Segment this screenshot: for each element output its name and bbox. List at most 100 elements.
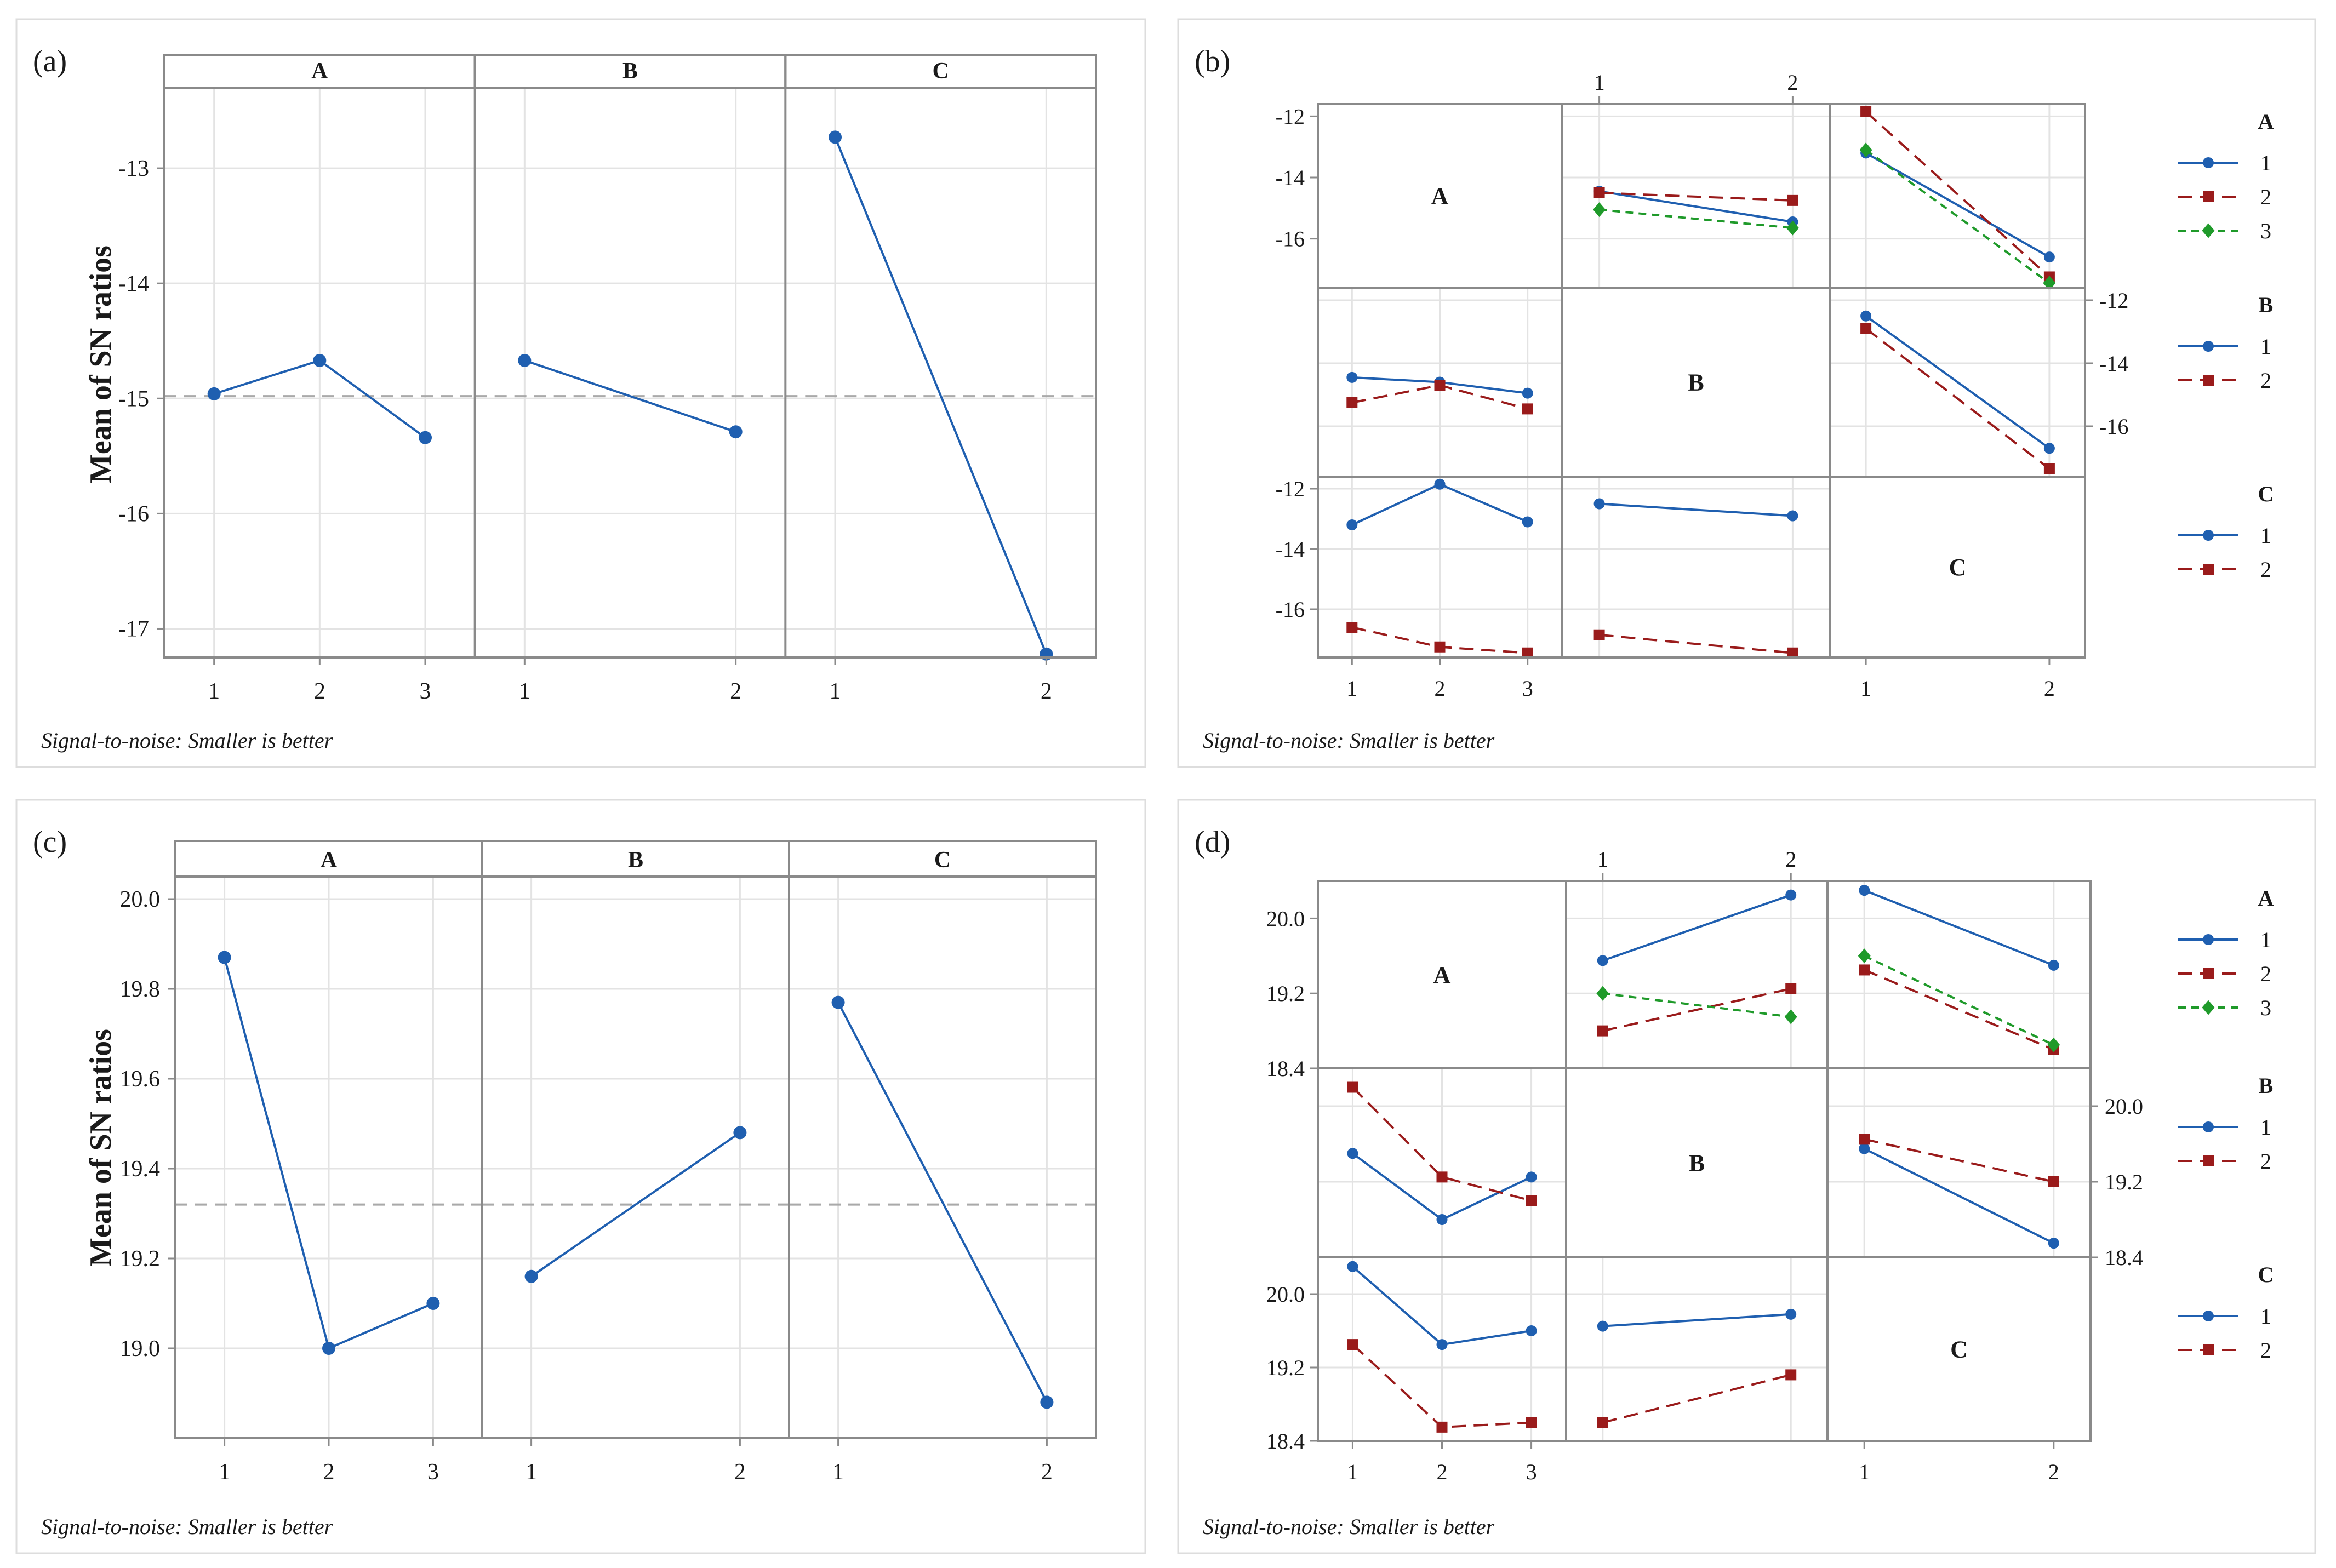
- data-point: [1597, 1417, 1608, 1428]
- legend-label: 1: [2260, 523, 2271, 548]
- data-point: [1596, 986, 1609, 1001]
- data-point: [1436, 1339, 1448, 1350]
- y-tick-label: 20.0: [120, 887, 161, 912]
- data-point: [733, 1126, 747, 1140]
- cell-B-B: B: [1565, 1067, 1829, 1258]
- data-point: [1526, 1195, 1537, 1206]
- x-tick-label-bottom: 3: [1522, 676, 1533, 701]
- facet-title: B: [622, 59, 638, 84]
- panel-b: (b) A B C 1 2 1 2 3 1 2 -12 -14 -16 -12 -14 -16 -12 -14 -16…: [1177, 18, 2316, 768]
- plot-frame: [174, 840, 1097, 1439]
- data-point: [2043, 463, 2055, 474]
- legend-marker: [2203, 934, 2214, 945]
- panel-border: [15, 18, 1146, 768]
- legend-title: A: [2258, 886, 2274, 911]
- x-tick-label-top: 1: [1597, 847, 1608, 872]
- legend-label: 3: [2260, 219, 2271, 243]
- data-point: [419, 431, 432, 444]
- data-point: [1436, 1214, 1448, 1225]
- data-point: [1347, 1148, 1358, 1159]
- cell-C-A: [1317, 1256, 1567, 1442]
- x-tick-label: 1: [519, 679, 530, 704]
- legend-label: 2: [2260, 368, 2271, 393]
- data-point: [1526, 1325, 1537, 1336]
- data-point: [1347, 1339, 1358, 1350]
- data-point: [1787, 510, 1798, 522]
- y-tick-label: 19.2: [120, 1246, 161, 1272]
- series-line-B-2: [1865, 328, 2051, 470]
- cell-frame: [1829, 476, 2086, 659]
- x-tick-label: 2: [734, 1460, 746, 1485]
- legend-label: 2: [2260, 185, 2271, 209]
- y-tick-label-left: -16: [1276, 597, 1305, 622]
- y-tick-label-left: 18.4: [1266, 1056, 1305, 1081]
- data-point: [1593, 187, 1605, 198]
- data-point: [1040, 1395, 1054, 1409]
- data-point: [1785, 1308, 1797, 1320]
- legend-marker: [2203, 191, 2214, 202]
- legend-B: B 1 2: [2178, 293, 2273, 393]
- main-effect-line: [834, 136, 1048, 655]
- legend-label: 1: [2260, 1304, 2271, 1329]
- facet-title: A: [321, 848, 338, 873]
- data-point: [518, 353, 532, 367]
- data-point: [524, 1269, 538, 1283]
- data-point: [1860, 106, 1872, 117]
- legend-marker: [2203, 968, 2214, 979]
- y-tick-label-right: -12: [2099, 288, 2128, 313]
- main-effect-line: [524, 359, 736, 433]
- legend-marker: [2203, 1344, 2214, 1355]
- data-point: [729, 425, 743, 439]
- data-point: [831, 995, 845, 1009]
- diagonal-factor-label: C: [1949, 554, 1967, 581]
- y-tick-label: -14: [118, 271, 149, 296]
- facet-title: A: [311, 59, 328, 84]
- data-point: [1859, 1143, 1870, 1154]
- legend-A: A 1 2 3: [2178, 109, 2274, 243]
- data-point: [1785, 1369, 1797, 1381]
- series-line-A-3: [1599, 208, 1793, 230]
- panel-label: (a): [33, 44, 67, 78]
- main-effect-line: [837, 1002, 1048, 1403]
- legend-label: 2: [2260, 557, 2271, 582]
- cell-frame: [1565, 880, 1829, 1069]
- data-point: [1434, 380, 1446, 391]
- series-line-A-1: [1865, 152, 2050, 258]
- cell-C-C: C: [1829, 476, 2086, 659]
- y-tick-label: -13: [118, 156, 149, 181]
- panel-a: (a) A 1 2 3 B 1 2 C 1 2 -13 -14 -15 -16 -17 Mean of SN r…: [15, 18, 1146, 768]
- y-tick-label: -15: [118, 386, 149, 411]
- x-tick-label-bottom: 2: [2048, 1460, 2059, 1484]
- legend-marker: [2203, 341, 2214, 352]
- data-point: [1434, 641, 1446, 653]
- y-tick-label-left: 19.2: [1266, 1355, 1305, 1380]
- legend-marker: [2203, 375, 2214, 386]
- series-line-A-3: [1865, 149, 2051, 284]
- data-point: [1787, 194, 1798, 206]
- legend-label: 1: [2260, 928, 2271, 952]
- data-point: [1346, 397, 1358, 408]
- y-tick-label-right: -16: [2099, 414, 2128, 439]
- legend-label: 1: [2260, 1115, 2271, 1140]
- legend-title: C: [2258, 1262, 2274, 1287]
- data-point: [1860, 323, 1872, 334]
- data-point: [1859, 964, 1870, 976]
- x-tick-label-bottom: 3: [1526, 1460, 1537, 1484]
- legend-label: 2: [2260, 1338, 2271, 1363]
- data-point: [2048, 1238, 2059, 1249]
- data-point: [2047, 1037, 2060, 1052]
- legend-marker: [2203, 1311, 2214, 1321]
- panel-border: [15, 799, 1146, 1554]
- cell-A-C: [1826, 880, 2092, 1069]
- legend-C: C 1 2: [2178, 482, 2274, 582]
- data-point: [1593, 629, 1605, 640]
- facet-title: C: [932, 59, 949, 84]
- panel-c: (c) A 1 2 3 B 1 2 C 1 2 20.0 19.8 19.6 19.4 19.2 19.0 Mea…: [15, 799, 1146, 1554]
- y-tick-label-left: 19.2: [1266, 981, 1305, 1006]
- x-tick-label: 2: [323, 1460, 335, 1485]
- x-tick-label-bottom: 2: [1435, 676, 1446, 701]
- series-line-B-1: [1864, 1147, 2054, 1244]
- data-point: [1436, 1171, 1448, 1183]
- facet-title: C: [934, 848, 951, 873]
- diagonal-factor-label: C: [1950, 1336, 1968, 1363]
